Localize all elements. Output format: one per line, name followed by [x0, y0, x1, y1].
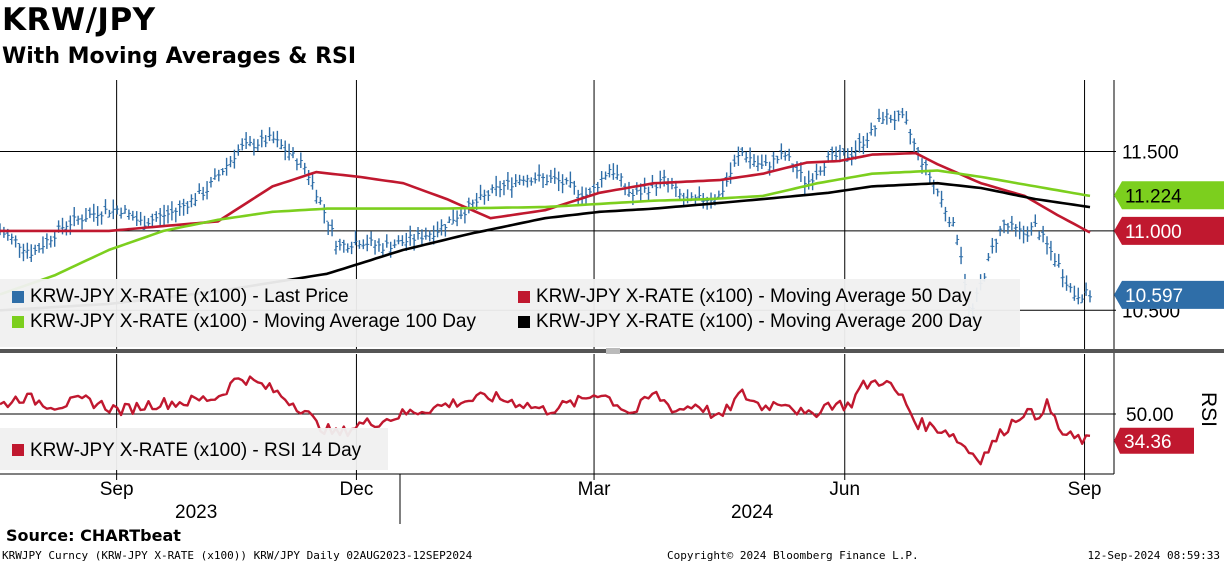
last-value-box: [1114, 216, 1224, 245]
rsi-axis-title: RSI: [1197, 392, 1220, 427]
chart-title: KRW/JPY: [2, 2, 156, 38]
price-bars: [0, 107, 1092, 320]
year-label: 2023: [175, 502, 217, 523]
month-label: Jun: [829, 479, 860, 500]
price-legend-swatch: [518, 291, 530, 303]
month-label: Mar: [578, 479, 611, 500]
month-label: Sep: [1068, 479, 1102, 500]
footer-copyright: Copyright© 2024 Bloomberg Finance L.P.: [667, 549, 919, 562]
panel-splitter-handle: [606, 348, 620, 354]
month-label: Dec: [340, 479, 374, 500]
last-value-tag: 11.000: [1114, 216, 1224, 245]
last-value-box: [1114, 181, 1224, 210]
footer-ticker: KRWJPY Curncy (KRW-JPY X-RATE (x100)) KR…: [2, 549, 473, 562]
price-legend-label: KRW-JPY X-RATE (x100) - Moving Average 5…: [536, 286, 972, 307]
last-value-text: 10.597: [1125, 286, 1183, 307]
price-legend-label: KRW-JPY X-RATE (x100) - Last Price: [30, 286, 349, 307]
month-label: Sep: [100, 479, 134, 500]
rsi-last-value-box: [1114, 427, 1194, 454]
last-value-tag: 10.597: [1114, 280, 1224, 309]
rsi-last-value-text: 34.36: [1124, 432, 1172, 453]
year-label: 2024: [731, 502, 774, 523]
rsi-legend-label: KRW-JPY X-RATE (x100) - RSI 14 Day: [30, 440, 362, 461]
price-legend: KRW-JPY X-RATE (x100) - Last Price KRW-JP…: [0, 279, 1020, 347]
price-legend-swatch: [518, 316, 530, 328]
price-tick-label: 11.500: [1122, 142, 1179, 163]
rsi-line: [0, 375, 1091, 466]
rsi-legend-swatch: [12, 444, 24, 456]
rsi-legend-bg: [0, 428, 388, 470]
footer-timestamp: 12-Sep-2024 08:59:33: [1087, 549, 1220, 562]
ma100-line: [0, 169, 1091, 296]
last-value-box: [1114, 280, 1224, 309]
price-legend-label: KRW-JPY X-RATE (x100) - Moving Average 1…: [30, 311, 476, 332]
last-value-tag: 11.224: [1114, 181, 1224, 210]
last-value-text: 11.224: [1125, 186, 1182, 207]
ma50-line: [0, 151, 1091, 234]
chart-subtitle: With Moving Averages & RSI: [2, 44, 357, 69]
rsi-tick-label: 50.00: [1126, 405, 1174, 426]
price-legend-swatch: [12, 316, 24, 328]
price-legend-bg: [0, 279, 1020, 347]
last-value-text: 11.000: [1125, 222, 1182, 243]
price-legend-swatch: [12, 291, 24, 303]
rsi-legend: KRW-JPY X-RATE (x100) - RSI 14 Day: [0, 428, 388, 470]
price-legend-label: KRW-JPY X-RATE (x100) - Moving Average 2…: [536, 311, 982, 332]
rsi-last-value-tag: 34.36: [1114, 427, 1194, 454]
source-label: Source: CHARTbeat: [6, 526, 181, 545]
